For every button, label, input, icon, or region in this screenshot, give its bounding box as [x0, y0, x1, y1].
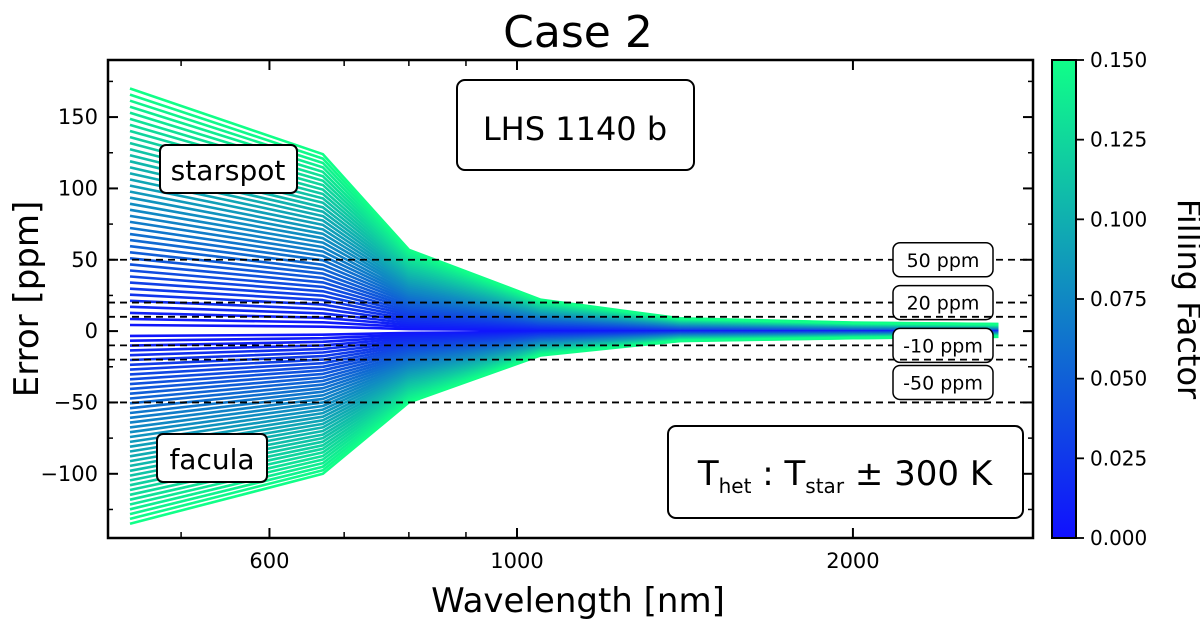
colorbar-tick-label: 0.000 [1090, 526, 1147, 550]
planet-label: LHS 1140 b [483, 110, 667, 148]
reference-label: 50 ppm [907, 250, 980, 272]
colorbar-tick-label: 0.125 [1090, 128, 1147, 152]
colorbar-label: Filling Factor [1170, 199, 1200, 400]
colorbar [1051, 59, 1077, 539]
y-tick-label: −50 [54, 390, 98, 414]
filling-factor-curves [129, 87, 999, 525]
colorbar-tick-label: 0.150 [1090, 48, 1147, 72]
temperature-label: Thet : Tstar ± 300 K [697, 454, 994, 498]
y-tick-label: 0 [85, 319, 98, 343]
y-tick-label: 100 [58, 176, 98, 200]
y-tick-label: −100 [40, 462, 98, 486]
planet-box [456, 79, 695, 171]
colorbar-tick-label: 0.050 [1090, 367, 1147, 391]
colorbar-ticks: 0.150 0.125 0.100 0.075 0.050 0.025 0.000 [1076, 48, 1147, 550]
starspot-box [159, 144, 298, 194]
reference-label: -50 ppm [903, 372, 983, 394]
reference-label-box [892, 242, 994, 278]
colorbar-tick-label: 0.025 [1090, 446, 1147, 470]
y-tick-label: 50 [71, 248, 98, 272]
x-axis-label: Wavelength [nm] [431, 581, 725, 621]
reference-label-box [892, 364, 994, 401]
x-tick-label: 600 [249, 549, 289, 573]
plot-frame [106, 58, 1035, 540]
y-tick-label: 150 [58, 105, 98, 129]
temperature-box [667, 425, 1024, 519]
colorbar-tick-label: 0.075 [1090, 287, 1147, 311]
facula-box [156, 433, 268, 483]
y-axis-label: Error [ppm] [7, 201, 47, 398]
reference-label: -10 ppm [903, 335, 983, 357]
reference-label-box [892, 284, 994, 321]
y-axis-ticks: 150 100 50 0 −50 −100 [40, 80, 1033, 511]
starspot-curve [129, 87, 999, 326]
reference-label-box [892, 327, 994, 364]
starspot-label: starspot [171, 154, 286, 187]
reference-lines: 50 ppm 20 ppm -10 ppm -50 ppm [108, 242, 1033, 404]
chart-title: Case 2 [503, 7, 653, 58]
facula-curve [129, 335, 999, 525]
reference-label: 20 ppm [907, 293, 980, 315]
x-axis-ticks: 600 1000 2000 [180, 60, 880, 573]
facula-label: facula [169, 443, 254, 476]
x-tick-label: 1000 [490, 549, 543, 573]
colorbar-tick-label: 0.100 [1090, 207, 1147, 231]
x-tick-label: 2000 [826, 549, 879, 573]
